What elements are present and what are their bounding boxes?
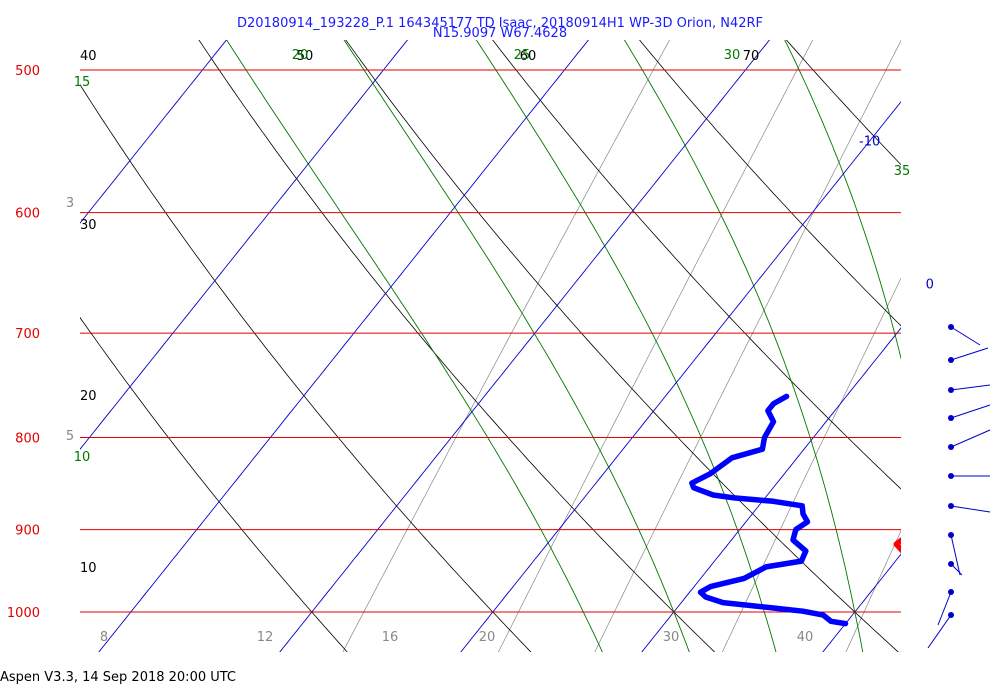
wind-barb — [948, 473, 990, 479]
wind-barb — [937, 589, 954, 626]
isotherm-line — [822, 553, 901, 652]
pressure-label: 1000 — [7, 606, 40, 621]
mixing-ratio-line — [342, 40, 670, 652]
chart-title: D20180914_193228_P.1 164345177 TD Isaac,… — [236, 16, 764, 31]
dry-adiabat-line — [80, 83, 532, 652]
mixing-ratio-label: 5 — [66, 429, 74, 444]
dry-adiabat-line — [345, 40, 899, 652]
temperature-trace — [893, 537, 901, 554]
moist-adiabat-label: 10 — [74, 450, 91, 465]
moist-adiabat-line — [784, 40, 901, 360]
dry-adiabat-label: 50 — [297, 49, 314, 64]
pressure-label: 600 — [15, 207, 40, 222]
dry-adiabat-line — [639, 40, 901, 327]
mixing-ratio-label: 16 — [382, 630, 399, 645]
dry-adiabat-line — [80, 316, 348, 652]
dry-adiabat-line — [785, 40, 901, 166]
isotherm-line — [98, 40, 589, 652]
pressure-label: 500 — [15, 64, 40, 79]
sounding-traces — [689, 393, 901, 627]
isotherm-line — [279, 40, 770, 652]
dry-adiabat-label: 30 — [80, 218, 97, 233]
mixing-ratio-label: 20 — [479, 630, 496, 645]
moist-adiabat-label: 30 — [724, 48, 741, 63]
mixing-ratio-label: 40 — [797, 630, 814, 645]
moist-adiabat-label: 15 — [74, 75, 91, 90]
wind-barb — [948, 532, 961, 576]
moist-adiabats — [226, 0, 1000, 658]
dry-adiabat-label: 60 — [520, 49, 537, 64]
isotherm-line — [460, 101, 901, 652]
mixing-ratio-line — [955, 0, 1000, 658]
dry-adiabat-label: 40 — [80, 49, 97, 64]
isotherm-line — [641, 327, 901, 652]
isotherm-line — [80, 40, 408, 450]
isotherm-line — [0, 0, 87, 658]
dry-adiabat-label: 70 — [743, 49, 760, 64]
footer-text: Aspen V3.3, 14 Sep 2018 20:00 UTC — [0, 670, 237, 685]
isotherm-line — [80, 40, 227, 224]
moist-adiabat-line — [623, 40, 864, 652]
mixing-ratio-label: 8 — [100, 630, 108, 645]
mixing-ratio-line — [594, 40, 901, 652]
isotherm-label: -10 — [859, 135, 880, 150]
dry-adiabat-label: 20 — [80, 389, 97, 404]
isotherm-label: 0 — [926, 278, 934, 293]
dry-adiabat-label: 10 — [80, 561, 97, 576]
wind-barbs — [927, 324, 991, 649]
moist-adiabat-line — [343, 40, 690, 652]
wind-barb — [948, 404, 991, 421]
pressure-label: 900 — [15, 524, 40, 539]
mixing-ratio-lines — [342, 0, 1000, 658]
pressure-label: 800 — [15, 432, 40, 447]
wind-barb — [927, 612, 954, 649]
mixing-ratio-line — [721, 277, 901, 652]
wind-barb — [948, 347, 989, 363]
moist-adiabat-line — [924, 0, 1000, 658]
moist-adiabat-label: 20 — [292, 48, 309, 63]
wind-barb — [948, 429, 991, 450]
moist-adiabat-label: 35 — [894, 164, 911, 179]
mixing-ratio-label: 3 — [66, 196, 74, 211]
isobars — [80, 69, 901, 613]
dry-adiabat-line — [492, 40, 901, 490]
wind-barb — [948, 384, 991, 393]
moist-adiabat-label: 25 — [514, 48, 531, 63]
isotherms — [0, 0, 901, 658]
dewpoint-trace — [689, 393, 849, 627]
dry-adiabat-line — [198, 40, 716, 652]
moist-adiabat-line — [226, 40, 603, 652]
pressure-label: 700 — [15, 327, 40, 342]
wind-barb — [948, 561, 963, 576]
wind-barb — [948, 503, 991, 513]
dry-adiabats — [80, 0, 1000, 658]
mixing-ratio-line — [845, 529, 901, 652]
mixing-ratio-line — [497, 40, 814, 652]
mixing-ratio-label: 30 — [663, 630, 680, 645]
moist-adiabat-line — [475, 40, 777, 652]
wind-barb — [948, 324, 981, 346]
axis-labels: 5006007008009001000-10010203040506070302… — [7, 48, 934, 645]
dry-adiabat-line — [885, 0, 1000, 658]
chart-subtitle: N15.9097 W67.4628 — [432, 26, 568, 41]
mixing-ratio-label: 12 — [257, 630, 274, 645]
